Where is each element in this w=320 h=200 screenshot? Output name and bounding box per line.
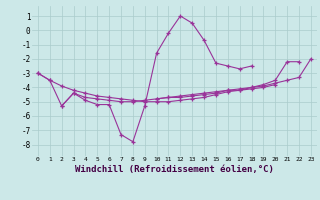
- X-axis label: Windchill (Refroidissement éolien,°C): Windchill (Refroidissement éolien,°C): [75, 165, 274, 174]
